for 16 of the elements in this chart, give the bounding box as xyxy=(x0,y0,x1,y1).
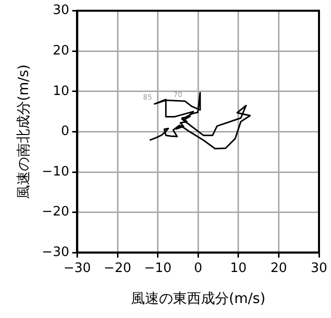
x-tick-label: 10 xyxy=(230,260,247,276)
x-axis-title: 風速の東西成分(m/s) xyxy=(130,291,266,308)
y-tick-label: 20 xyxy=(52,43,70,58)
y-tick-label: −30 xyxy=(42,244,70,260)
x-tick-label: 30 xyxy=(310,260,328,276)
x-tick-label: 0 xyxy=(194,260,202,276)
y-tick-label: 10 xyxy=(52,84,70,99)
y-tick-label: 30 xyxy=(52,3,70,18)
y-axis-title: 風速の南北成分(m/s) xyxy=(16,64,32,199)
y-tick-label: −10 xyxy=(42,164,70,180)
x-tick-label: −30 xyxy=(64,260,91,276)
y-tick-label: −20 xyxy=(42,204,70,220)
x-tick-label: −20 xyxy=(104,260,132,276)
x-tick-label: −10 xyxy=(144,260,172,276)
x-tick-label: 20 xyxy=(270,260,287,276)
y-tick-label: 0 xyxy=(60,124,70,140)
